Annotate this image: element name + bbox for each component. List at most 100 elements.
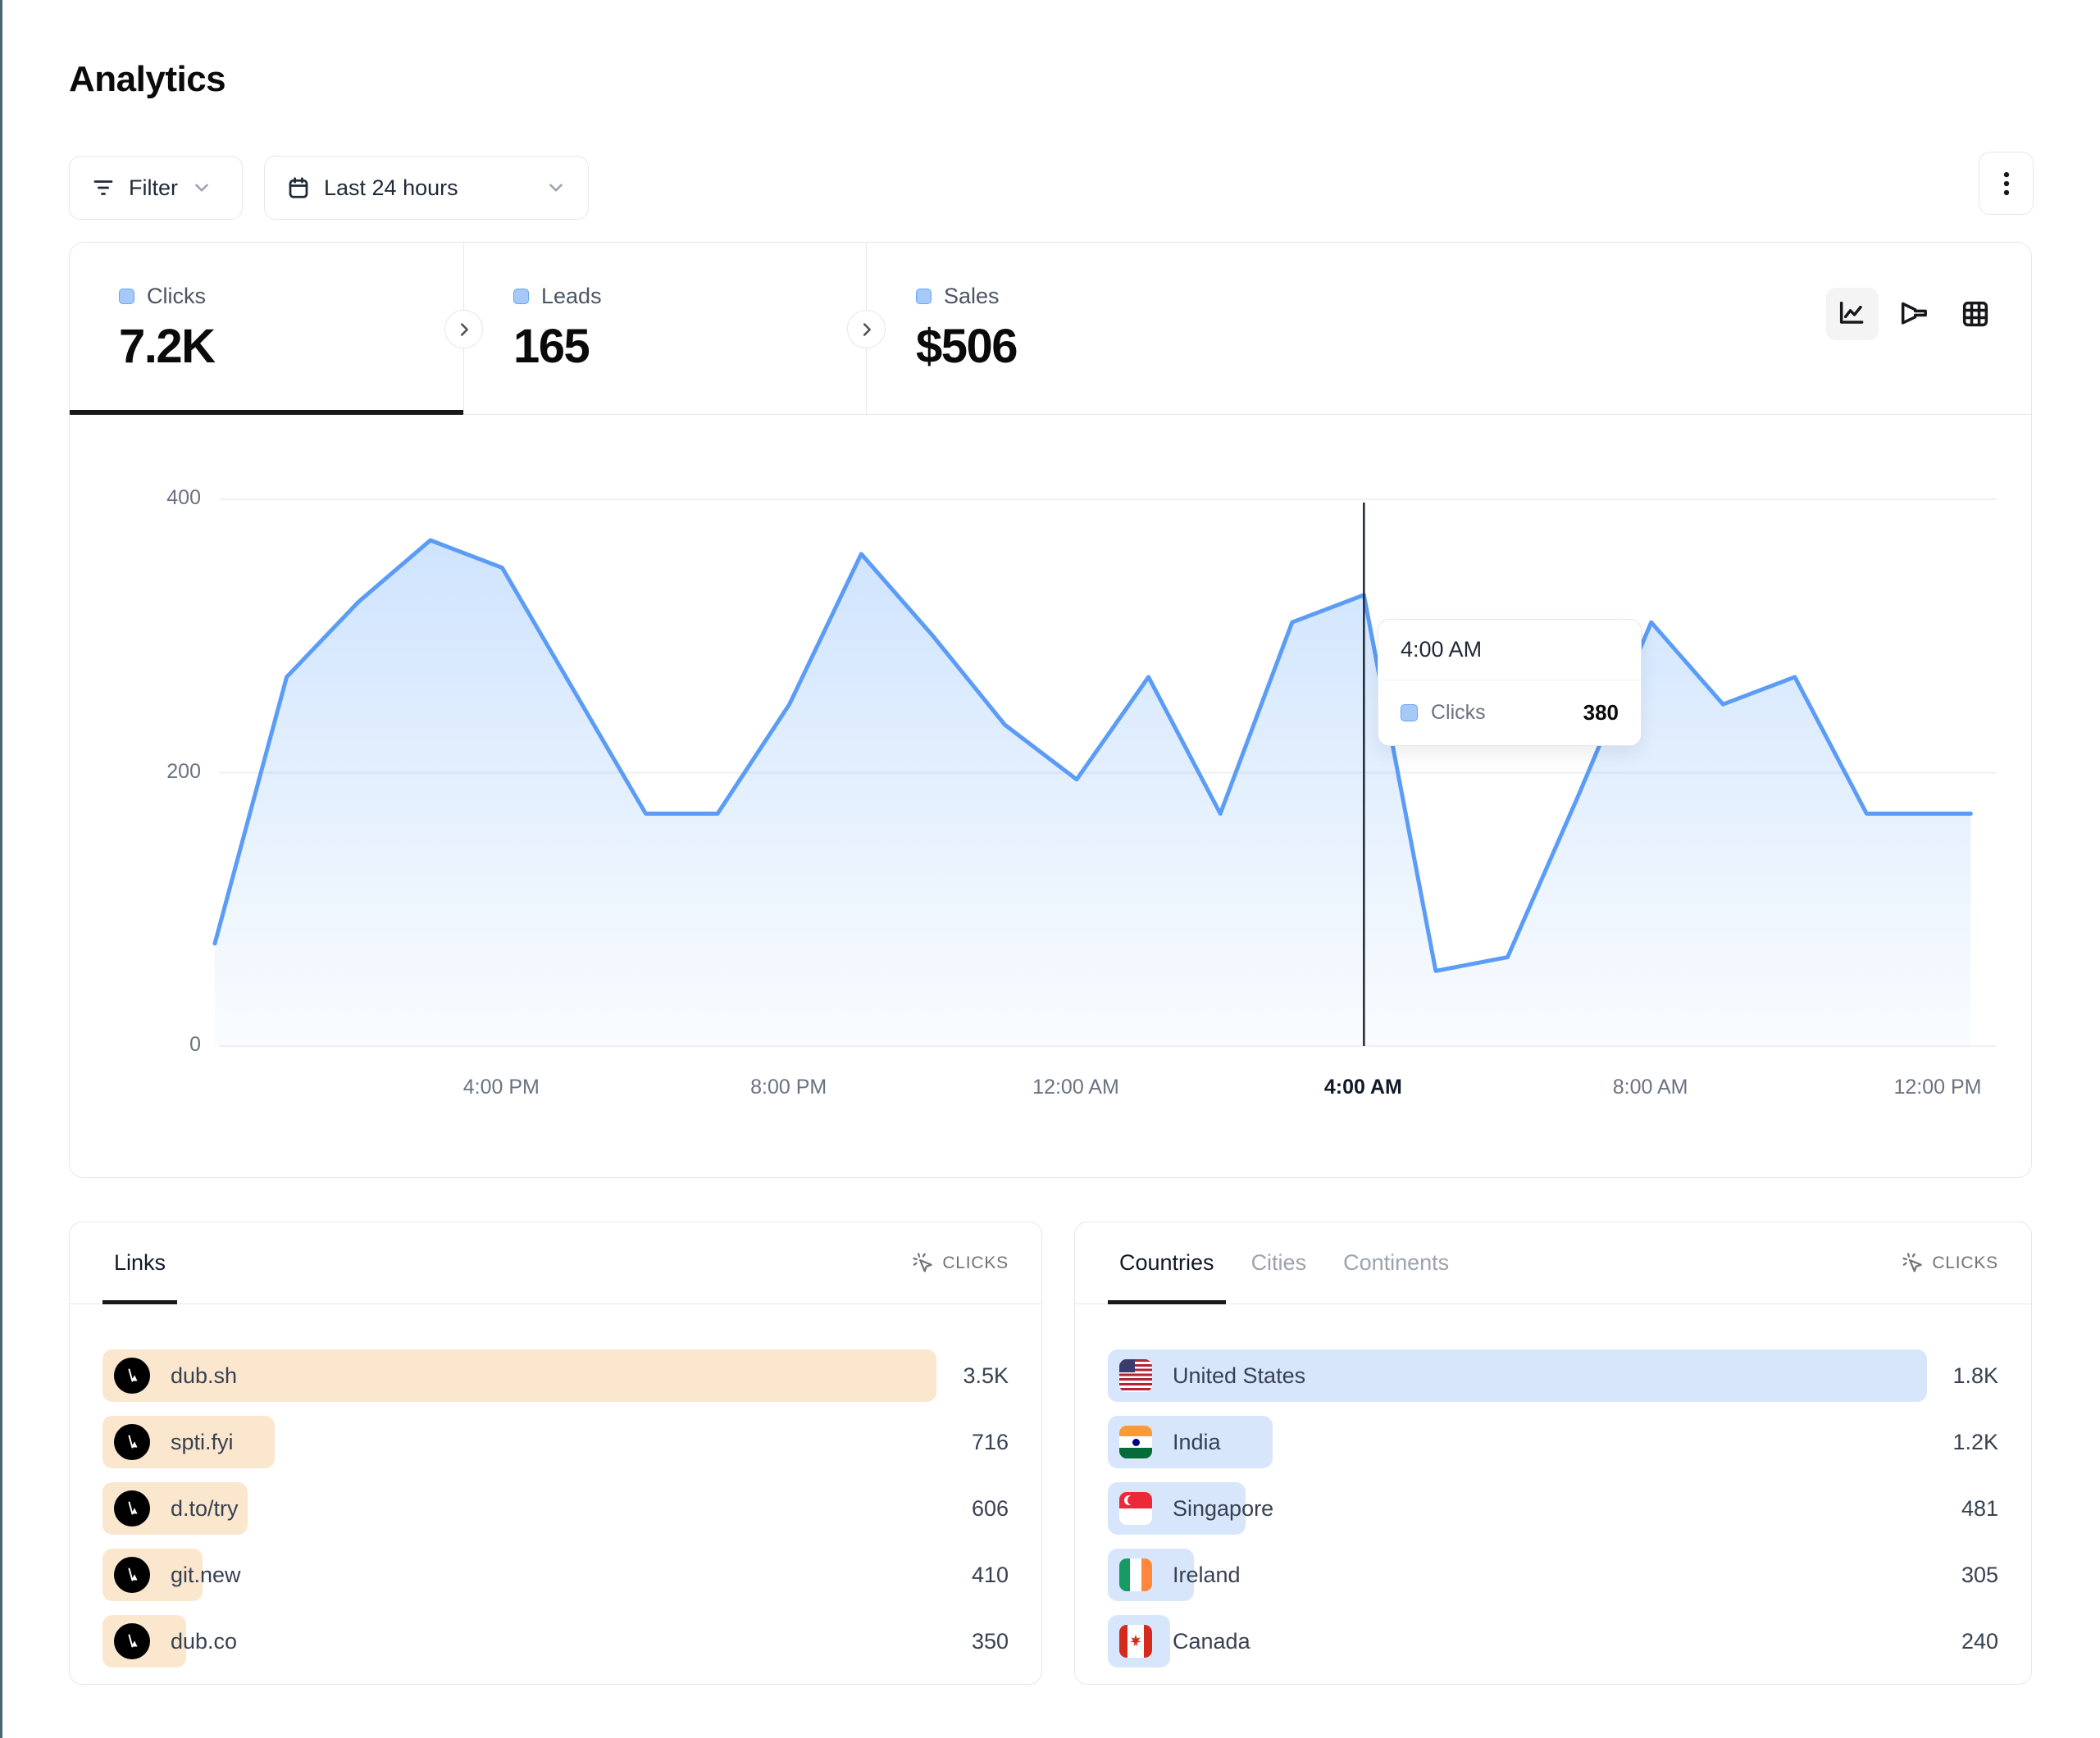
kebab-menu-icon (1994, 170, 2019, 198)
row-value: 3.5K (963, 1363, 1009, 1388)
chevron-down-icon (545, 177, 567, 198)
y-axis-tick-label: 200 (166, 759, 201, 783)
chart-view-switcher (1826, 288, 2002, 340)
list-item[interactable]: Singapore 481 (1108, 1482, 1998, 1535)
next-metric-button[interactable] (444, 310, 483, 348)
row-label: dub.sh (171, 1363, 238, 1388)
clicks-bar (1108, 1349, 1928, 1402)
flag-sg-icon (1119, 1492, 1152, 1525)
funnel-view-button[interactable] (1888, 288, 1940, 340)
row-value: 716 (971, 1429, 1009, 1454)
line-chart-icon (1836, 298, 1869, 330)
leads-legend-icon (513, 289, 529, 304)
next-metric-button[interactable] (847, 310, 886, 348)
list-item[interactable]: spti.fyi 716 (102, 1416, 1009, 1468)
dub-logo-icon (114, 1557, 150, 1593)
flag-us-icon (1119, 1359, 1152, 1392)
links-metric-header[interactable]: CLICKS (912, 1252, 1009, 1274)
line-chart-view-button[interactable] (1826, 288, 1879, 340)
clicks-area-fill (215, 540, 1971, 1046)
chevron-right-icon (858, 321, 876, 339)
more-options-button[interactable] (1979, 152, 2034, 215)
x-axis-tick-label: 8:00 PM (750, 1076, 827, 1099)
tab-links[interactable]: Links (102, 1222, 178, 1304)
row-value: 350 (971, 1628, 1009, 1654)
tab-leads[interactable]: Leads 165 (464, 243, 867, 414)
table-view-button[interactable] (1949, 288, 2002, 340)
cursor-click-icon (1902, 1252, 1924, 1274)
list-item[interactable]: d.to/try 606 (102, 1482, 1009, 1535)
row-label: United States (1173, 1363, 1306, 1388)
tab-cities[interactable]: Cities (1250, 1250, 1307, 1275)
metric-tabs-row: Clicks 7.2K Leads 165 Sales $506 (70, 243, 2031, 415)
window-edge-strip (0, 0, 2, 1738)
stat-value: $506 (916, 320, 1018, 373)
row-value: 305 (1961, 1562, 1998, 1587)
chart-tooltip: 4:00 AM Clicks 380 (1378, 619, 1642, 746)
stat-label: Sales (944, 284, 1000, 308)
dub-logo-icon (114, 1623, 150, 1659)
row-label: India (1173, 1429, 1221, 1454)
stat-value: 165 (513, 320, 590, 373)
row-value: 606 (971, 1495, 1009, 1521)
y-axis-tick-label: 400 (166, 486, 201, 509)
tooltip-metric-label: Clicks (1431, 701, 1486, 724)
dub-logo-icon (114, 1490, 150, 1526)
calendar-icon (286, 175, 311, 200)
list-item[interactable]: git.new 410 (102, 1549, 1009, 1601)
tab-countries[interactable]: Countries (1108, 1222, 1226, 1304)
cursor-click-icon (912, 1252, 934, 1274)
flag-ca-icon (1119, 1625, 1152, 1658)
row-label: Singapore (1173, 1495, 1274, 1521)
x-axis-tick-label: 8:00 AM (1612, 1076, 1688, 1099)
clicks-area-chart[interactable] (70, 415, 2033, 1179)
row-label: spti.fyi (171, 1429, 234, 1454)
row-value: 240 (1961, 1628, 1998, 1654)
list-item[interactable]: dub.co 350 (102, 1615, 1009, 1667)
row-label: dub.co (171, 1628, 238, 1654)
tab-sales[interactable]: Sales $506 (867, 243, 2031, 414)
clicks-line (212, 538, 1973, 973)
row-label: d.to/try (171, 1495, 239, 1521)
dub-logo-icon (114, 1358, 150, 1394)
date-range-label: Last 24 hours (324, 175, 458, 200)
x-axis-tick-label: 12:00 AM (1032, 1076, 1119, 1099)
funnel-icon (1897, 298, 1930, 330)
analytics-chart-card: Clicks 7.2K Leads 165 Sales $506 (69, 242, 2032, 1178)
date-range-button[interactable]: Last 24 hours (264, 156, 589, 220)
clicks-legend-icon (1401, 704, 1418, 721)
tooltip-time: 4:00 AM (1378, 620, 1641, 680)
filter-button-label: Filter (129, 175, 178, 200)
page-title: Analytics (69, 59, 226, 99)
stat-value: 7.2K (119, 320, 216, 373)
row-value: 1.2K (1952, 1429, 1998, 1454)
filter-lines-icon (91, 175, 116, 200)
list-item[interactable]: United States 1.8K (1108, 1349, 1998, 1402)
clicks-bar (102, 1349, 936, 1402)
x-axis-tick-label: 4:00 PM (462, 1076, 540, 1099)
stat-label: Leads (541, 284, 602, 308)
dub-logo-icon (114, 1424, 150, 1460)
flag-ie-icon (1119, 1558, 1152, 1591)
row-label: Ireland (1173, 1562, 1241, 1587)
sales-legend-icon (916, 289, 932, 304)
table-grid-icon (1959, 298, 1992, 330)
tab-clicks[interactable]: Clicks 7.2K (70, 243, 464, 415)
row-label: git.new (171, 1562, 241, 1587)
chevron-down-icon (191, 177, 212, 198)
chevron-right-icon (455, 321, 473, 339)
clicks-legend-icon (119, 289, 134, 304)
list-item[interactable]: Ireland 305 (1108, 1549, 1998, 1601)
x-axis-tick-label: 4:00 AM (1323, 1076, 1402, 1099)
flag-in-icon (1119, 1426, 1152, 1458)
row-label: Canada (1173, 1628, 1250, 1654)
filter-button[interactable]: Filter (69, 156, 243, 220)
countries-metric-header[interactable]: CLICKS (1902, 1252, 1998, 1274)
row-value: 410 (971, 1562, 1009, 1587)
list-item[interactable]: India 1.2K (1108, 1416, 1998, 1468)
list-item[interactable]: Canada 240 (1108, 1615, 1998, 1667)
list-item[interactable]: dub.sh 3.5K (102, 1349, 1009, 1402)
y-axis-tick-label: 0 (189, 1033, 201, 1056)
tab-continents[interactable]: Continents (1343, 1250, 1450, 1275)
links-panel: Links CLICKS dub.sh 3.5K spti.fyi 716 d.to/t… (69, 1222, 1042, 1685)
